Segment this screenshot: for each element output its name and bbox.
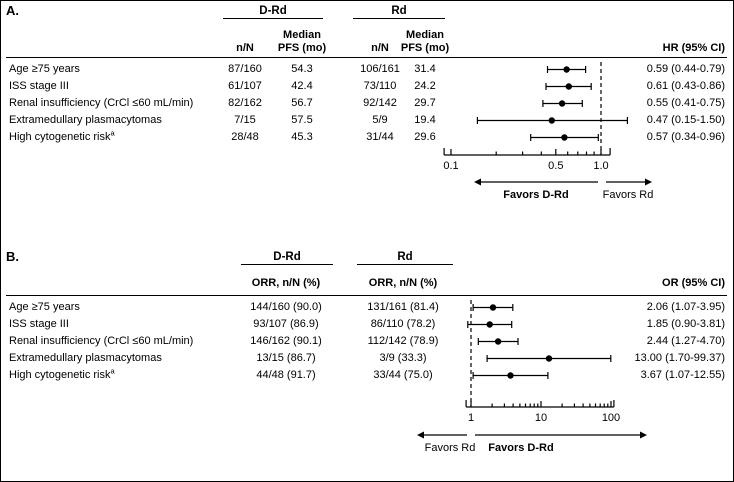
axis-tick-label: 0.1	[443, 160, 458, 172]
subgroup-rows-b: Age ≥75 years 144/160 (90.0) 131/161 (81.4…	[1, 299, 733, 384]
effect-estimate-text: 0.57 (0.34-0.96)	[646, 131, 725, 143]
panel-a: A. D-Rd Rd n/N Median PFS (mo) n/N Media…	[1, 3, 733, 229]
table-row: ISS stage III 61/107 42.4 73/110 24.2 0.61 (0…	[1, 78, 733, 95]
axis-tick-label: 1.0	[593, 160, 608, 172]
col-header-hr-ci: HR (95% CI)	[662, 42, 725, 54]
effect-estimate-text: 2.44 (1.27-4.70)	[646, 335, 725, 347]
subgroup-label: Extramedullary plasmacytomas	[9, 352, 162, 364]
value-cell: 7/15	[234, 114, 256, 126]
subgroup-rows-a: Age ≥75 years 87/160 54.3 106/161 31.4 0.59 (…	[1, 61, 733, 146]
value-cell: 31.4	[414, 63, 436, 75]
effect-estimate-text: 13.00 (1.70-99.37)	[634, 352, 725, 364]
col-header-median-pfs-drd: Median PFS (mo)	[277, 29, 327, 54]
favors-right-arrow-head	[645, 178, 652, 186]
value-cell: 33/44 (75.0)	[373, 369, 433, 381]
table-row: High cytogenetic riska 44/48 (91.7) 33/44 …	[1, 367, 733, 384]
subgroup-label: Age ≥75 years	[9, 301, 80, 313]
col-header-orr-drd: ORR, n/N (%)	[251, 277, 321, 289]
value-cell: 19.4	[414, 114, 436, 126]
subgroup-label: High cytogenetic riska	[9, 128, 115, 143]
table-row: Renal insufficiency (CrCl ≤60 mL/min) 146…	[1, 333, 733, 350]
favors-right-label: Favors Rd	[603, 189, 654, 201]
subgroup-label: ISS stage III	[9, 318, 69, 330]
axis-tick-label: 100	[602, 412, 620, 424]
table-row: Age ≥75 years 144/160 (90.0) 131/161 (81.4…	[1, 299, 733, 316]
subgroup-label: ISS stage III	[9, 80, 69, 92]
footnote-marker: a	[110, 366, 115, 376]
value-cell: 42.4	[291, 80, 313, 92]
value-cell: 82/162	[228, 97, 262, 109]
favors-left-arrow-head	[474, 178, 481, 186]
value-cell: 44/48 (91.7)	[256, 369, 316, 381]
effect-estimate-text: 3.67 (1.07-12.55)	[640, 369, 725, 381]
effect-estimate-text: 0.47 (0.15-1.50)	[646, 114, 725, 126]
group-header-drd: D-Rd	[223, 5, 323, 19]
panel-b-label: B.	[6, 249, 19, 264]
favors-left-label: Favors D-Rd	[503, 189, 568, 201]
value-cell: 86/110 (78.2)	[370, 318, 436, 330]
col-header-nn-rd: n/N	[371, 42, 389, 54]
favors-right-label: Favors D-Rd	[488, 442, 553, 454]
value-cell: 87/160	[228, 63, 262, 75]
value-cell: 13/15 (86.7)	[256, 352, 316, 364]
value-cell: 73/110	[363, 80, 397, 92]
value-cell: 29.6	[414, 131, 436, 143]
subgroup-label: Extramedullary plasmacytomas	[9, 114, 162, 126]
group-header-drd: D-Rd	[241, 251, 333, 265]
group-header-rd: Rd	[353, 5, 445, 19]
favors-left-label: Favors Rd	[425, 442, 476, 454]
value-cell: 24.2	[414, 80, 436, 92]
table-row: Renal insufficiency (CrCl ≤60 mL/min) 82/…	[1, 95, 733, 112]
panel-b: B. D-Rd Rd ORR, n/N (%) ORR, n/N (%) OR …	[1, 249, 733, 481]
subgroup-label: Age ≥75 years	[9, 63, 80, 75]
table-row: Extramedullary plasmacytomas 13/15 (86.7)…	[1, 350, 733, 367]
value-cell: 92/142	[363, 97, 397, 109]
axis-tick-label: 0.5	[548, 160, 563, 172]
effect-estimate-text: 0.61 (0.43-0.86)	[646, 80, 725, 92]
subgroup-label: High cytogenetic riska	[9, 366, 115, 381]
value-cell: 5/9	[372, 114, 388, 126]
favors-left-arrow-head	[417, 431, 424, 439]
col-header-or-ci: OR (95% CI)	[662, 277, 725, 289]
value-cell: 28/48	[231, 131, 259, 143]
value-cell: 29.7	[414, 97, 436, 109]
value-cell: 93/107 (86.9)	[253, 318, 319, 330]
favors-right-arrow-head	[640, 431, 647, 439]
value-cell: 146/162 (90.1)	[250, 335, 322, 347]
subgroup-label: Renal insufficiency (CrCl ≤60 mL/min)	[9, 335, 194, 347]
table-row: Age ≥75 years 87/160 54.3 106/161 31.4 0.59 (…	[1, 61, 733, 78]
value-cell: 112/142 (78.9)	[367, 335, 439, 347]
value-cell: 57.5	[291, 114, 313, 126]
effect-estimate-text: 0.55 (0.41-0.75)	[646, 97, 725, 109]
axis-tick-label: 1	[468, 412, 474, 424]
value-cell: 56.7	[291, 97, 313, 109]
subgroup-label: Renal insufficiency (CrCl ≤60 mL/min)	[9, 97, 194, 109]
value-cell: 131/161 (81.4)	[367, 301, 439, 313]
axis-tick-label: 10	[535, 412, 547, 424]
effect-estimate-text: 2.06 (1.07-3.95)	[646, 301, 725, 313]
col-header-median-pfs-rd: Median PFS (mo)	[400, 29, 450, 54]
value-cell: 3/9 (33.3)	[379, 352, 427, 364]
value-cell: 45.3	[291, 131, 313, 143]
effect-estimate-text: 1.85 (0.90-3.81)	[646, 318, 725, 330]
value-cell: 106/161	[360, 63, 400, 75]
effect-estimate-text: 0.59 (0.44-0.79)	[646, 63, 725, 75]
table-row: Extramedullary plasmacytomas 7/15 57.5 5/9 1…	[1, 112, 733, 129]
group-header-rd: Rd	[357, 251, 453, 265]
value-cell: 54.3	[291, 63, 313, 75]
table-row: ISS stage III 93/107 (86.9) 86/110 (78.2) 1…	[1, 316, 733, 333]
panel-a-label: A.	[6, 3, 19, 18]
header-divider	[6, 57, 727, 58]
header-divider	[6, 295, 727, 296]
col-header-nn-drd: n/N	[236, 42, 254, 54]
value-cell: 144/160 (90.0)	[250, 301, 322, 313]
col-header-orr-rd: ORR, n/N (%)	[368, 277, 438, 289]
table-row: High cytogenetic riska 28/48 45.3 31/44 29.6…	[1, 129, 733, 146]
value-cell: 61/107	[228, 80, 262, 92]
footnote-marker: a	[110, 128, 115, 138]
value-cell: 31/44	[366, 131, 394, 143]
